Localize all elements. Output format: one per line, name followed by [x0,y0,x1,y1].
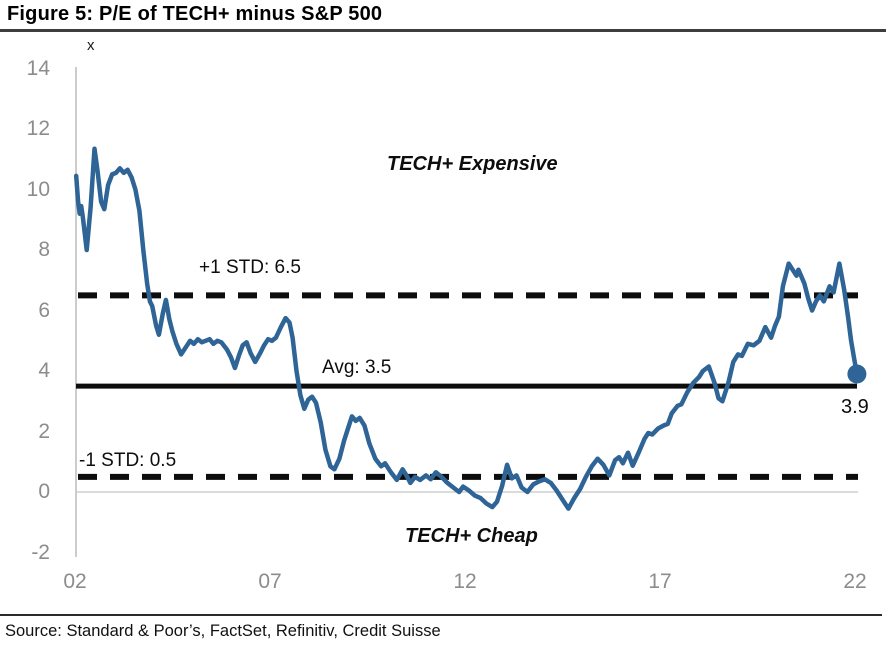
y-tick-label-12: 12 [26,117,50,140]
x-tick-label-02: 02 [63,570,87,593]
x-tick-label-07: 07 [258,570,282,593]
figure-title: Figure 5: P/E of TECH+ minus S&P 500 [7,3,383,25]
minus1-std-label: -1 STD: 0.5 [79,450,177,471]
y-tick-label-0: 0 [38,480,50,503]
x-tick-label-17: 17 [648,570,672,593]
last-point-marker [847,364,867,384]
y-tick-label-14: 14 [26,56,50,80]
y-axis-unit-label: x [87,37,95,54]
x-tick-label-12: 12 [453,570,477,593]
y-tick-label-8: 8 [38,238,50,261]
plus1-std-label: +1 STD: 6.5 [199,257,301,278]
last-value-label: 3.9 [841,396,869,418]
title-underline [0,29,886,32]
y-tick-label--2: -2 [31,540,50,564]
y-tick-label-2: 2 [38,419,50,443]
y-tick-label-4: 4 [38,359,50,382]
upper-zone-annotation: TECH+ Expensive [387,153,558,175]
avg-label: Avg: 3.5 [322,357,392,378]
y-tick-label-10: 10 [26,177,50,201]
source-text: Source: Standard & Poor’s, FactSet, Refi… [5,622,441,640]
y-tick-label-6: 6 [38,298,50,322]
lower-zone-annotation: TECH+ Cheap [405,525,538,547]
pe-spread-series-line [73,146,860,511]
x-tick-label-22: 22 [843,570,867,593]
source-separator-line [0,614,882,616]
